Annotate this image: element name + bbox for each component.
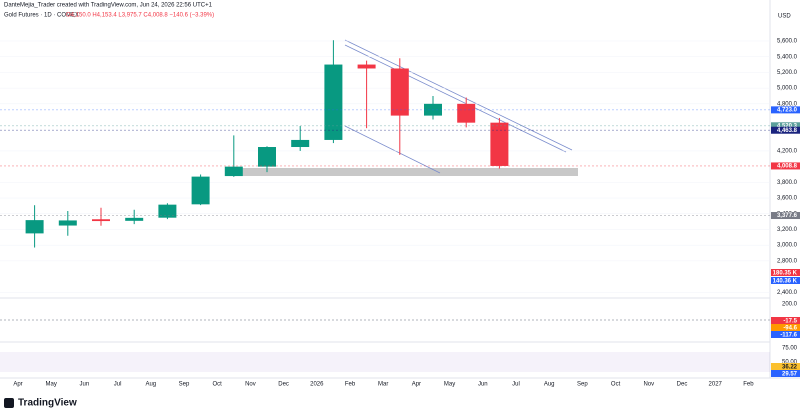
- support-zone: [225, 168, 578, 176]
- x-tick-label: May: [46, 382, 57, 388]
- y-tick-label: 2,800.0: [777, 258, 798, 264]
- price-badge: [771, 122, 800, 130]
- badge: [771, 317, 800, 324]
- candle-body: [357, 64, 376, 69]
- x-tick-label: Sep: [577, 382, 588, 388]
- volume-label: 180.35 K: [773, 271, 798, 277]
- candle-body: [224, 166, 243, 177]
- y-tick-label: 3,200.0: [777, 227, 798, 233]
- price-label: 3,377.6: [777, 213, 798, 219]
- chart-title: Gold Futures · 1D · COMEX: [4, 13, 79, 19]
- badge: [771, 370, 800, 377]
- badge: [771, 324, 800, 331]
- y-tick-label: 4,800.0: [777, 101, 798, 107]
- x-tick-label: May: [444, 382, 455, 388]
- price-label: 4,463.8: [777, 128, 798, 134]
- price-label: 4,520.3: [777, 123, 798, 129]
- rsi-label: 50.00: [782, 360, 798, 366]
- x-tick-label: Oct: [213, 382, 223, 388]
- x-tick-label: Sep: [179, 382, 190, 388]
- badge: [771, 363, 800, 370]
- badge: [771, 331, 800, 338]
- price-label: 4,008.8: [777, 164, 798, 170]
- y-tick-label: 4,200.0: [777, 149, 798, 155]
- y-tick-label: 3,000.0: [777, 243, 798, 249]
- candle-body: [125, 217, 144, 221]
- rsi-label: 36.22: [782, 365, 798, 371]
- y-tick-label: 5,200.0: [777, 70, 798, 76]
- candle-body: [25, 220, 44, 234]
- macd-label: -17.5: [783, 319, 797, 325]
- price-badge: [771, 212, 800, 220]
- rsi-axis: 75.00: [782, 346, 798, 352]
- macd-label: -117.6: [780, 333, 797, 339]
- candle-body: [258, 147, 276, 167]
- y-tick-label: 5,600.0: [777, 39, 798, 45]
- candle-body: [158, 204, 177, 218]
- credit: DanteMejia_Trader created with TradingVi…: [4, 3, 213, 9]
- badge: [771, 269, 800, 276]
- macd-label: -94.6: [783, 326, 797, 332]
- y-tick-label: 3,600.0: [777, 196, 798, 202]
- x-tick-label: Nov: [245, 382, 256, 388]
- x-tick-label: 2027: [709, 382, 723, 388]
- x-tick-label: Aug: [544, 382, 555, 388]
- x-tick-label: Mar: [378, 382, 388, 388]
- candle-body: [191, 176, 210, 205]
- x-tick-label: Feb: [345, 382, 356, 388]
- x-tick-label: Apr: [412, 382, 421, 388]
- volume-label: 140.36 K: [773, 279, 798, 285]
- price-badge: [771, 162, 800, 170]
- y-tick-label: 5,400.0: [777, 54, 798, 60]
- brand-logo: [4, 398, 14, 408]
- rsi-band: [0, 352, 770, 372]
- candle-body: [390, 68, 409, 116]
- candle-body: [457, 103, 476, 123]
- badge: [771, 277, 800, 284]
- brand: TradingView: [18, 398, 77, 409]
- x-tick-label: Aug: [145, 382, 156, 388]
- y-tick-label: 5,000.0: [777, 86, 798, 92]
- candle-body: [490, 122, 509, 166]
- price-badge: [771, 126, 800, 134]
- trendline: [344, 44, 567, 153]
- x-tick-label: Jun: [80, 382, 90, 388]
- candle-body: [58, 220, 77, 226]
- x-tick-label: 2026: [310, 382, 324, 388]
- candle-body: [291, 139, 310, 148]
- rsi-label: 29.57: [782, 372, 798, 378]
- x-tick-label: Feb: [743, 382, 754, 388]
- y-tick-label: 2,400.0: [777, 290, 798, 296]
- trendline: [344, 39, 573, 151]
- x-tick-label: Jul: [512, 382, 520, 388]
- ohlc: O4,150.0 H4,153.4 L3,975.7 C4,008.8 −140…: [66, 13, 214, 19]
- candle-body: [92, 219, 110, 222]
- candle-body: [324, 64, 343, 140]
- x-tick-label: Dec: [677, 382, 688, 388]
- macd-axis: 200.0: [782, 302, 798, 308]
- trendline: [344, 125, 441, 174]
- currency: USD: [778, 14, 791, 20]
- x-tick-label: Oct: [611, 382, 621, 388]
- x-tick-label: Apr: [13, 382, 22, 388]
- x-tick-label: Jul: [114, 382, 122, 388]
- x-tick-label: Dec: [278, 382, 289, 388]
- price-label: 4,723.0: [777, 107, 798, 113]
- x-tick-label: Nov: [643, 382, 654, 388]
- price-badge: [771, 106, 800, 114]
- y-tick-label: 3,800.0: [777, 180, 798, 186]
- x-tick-label: Jun: [478, 382, 488, 388]
